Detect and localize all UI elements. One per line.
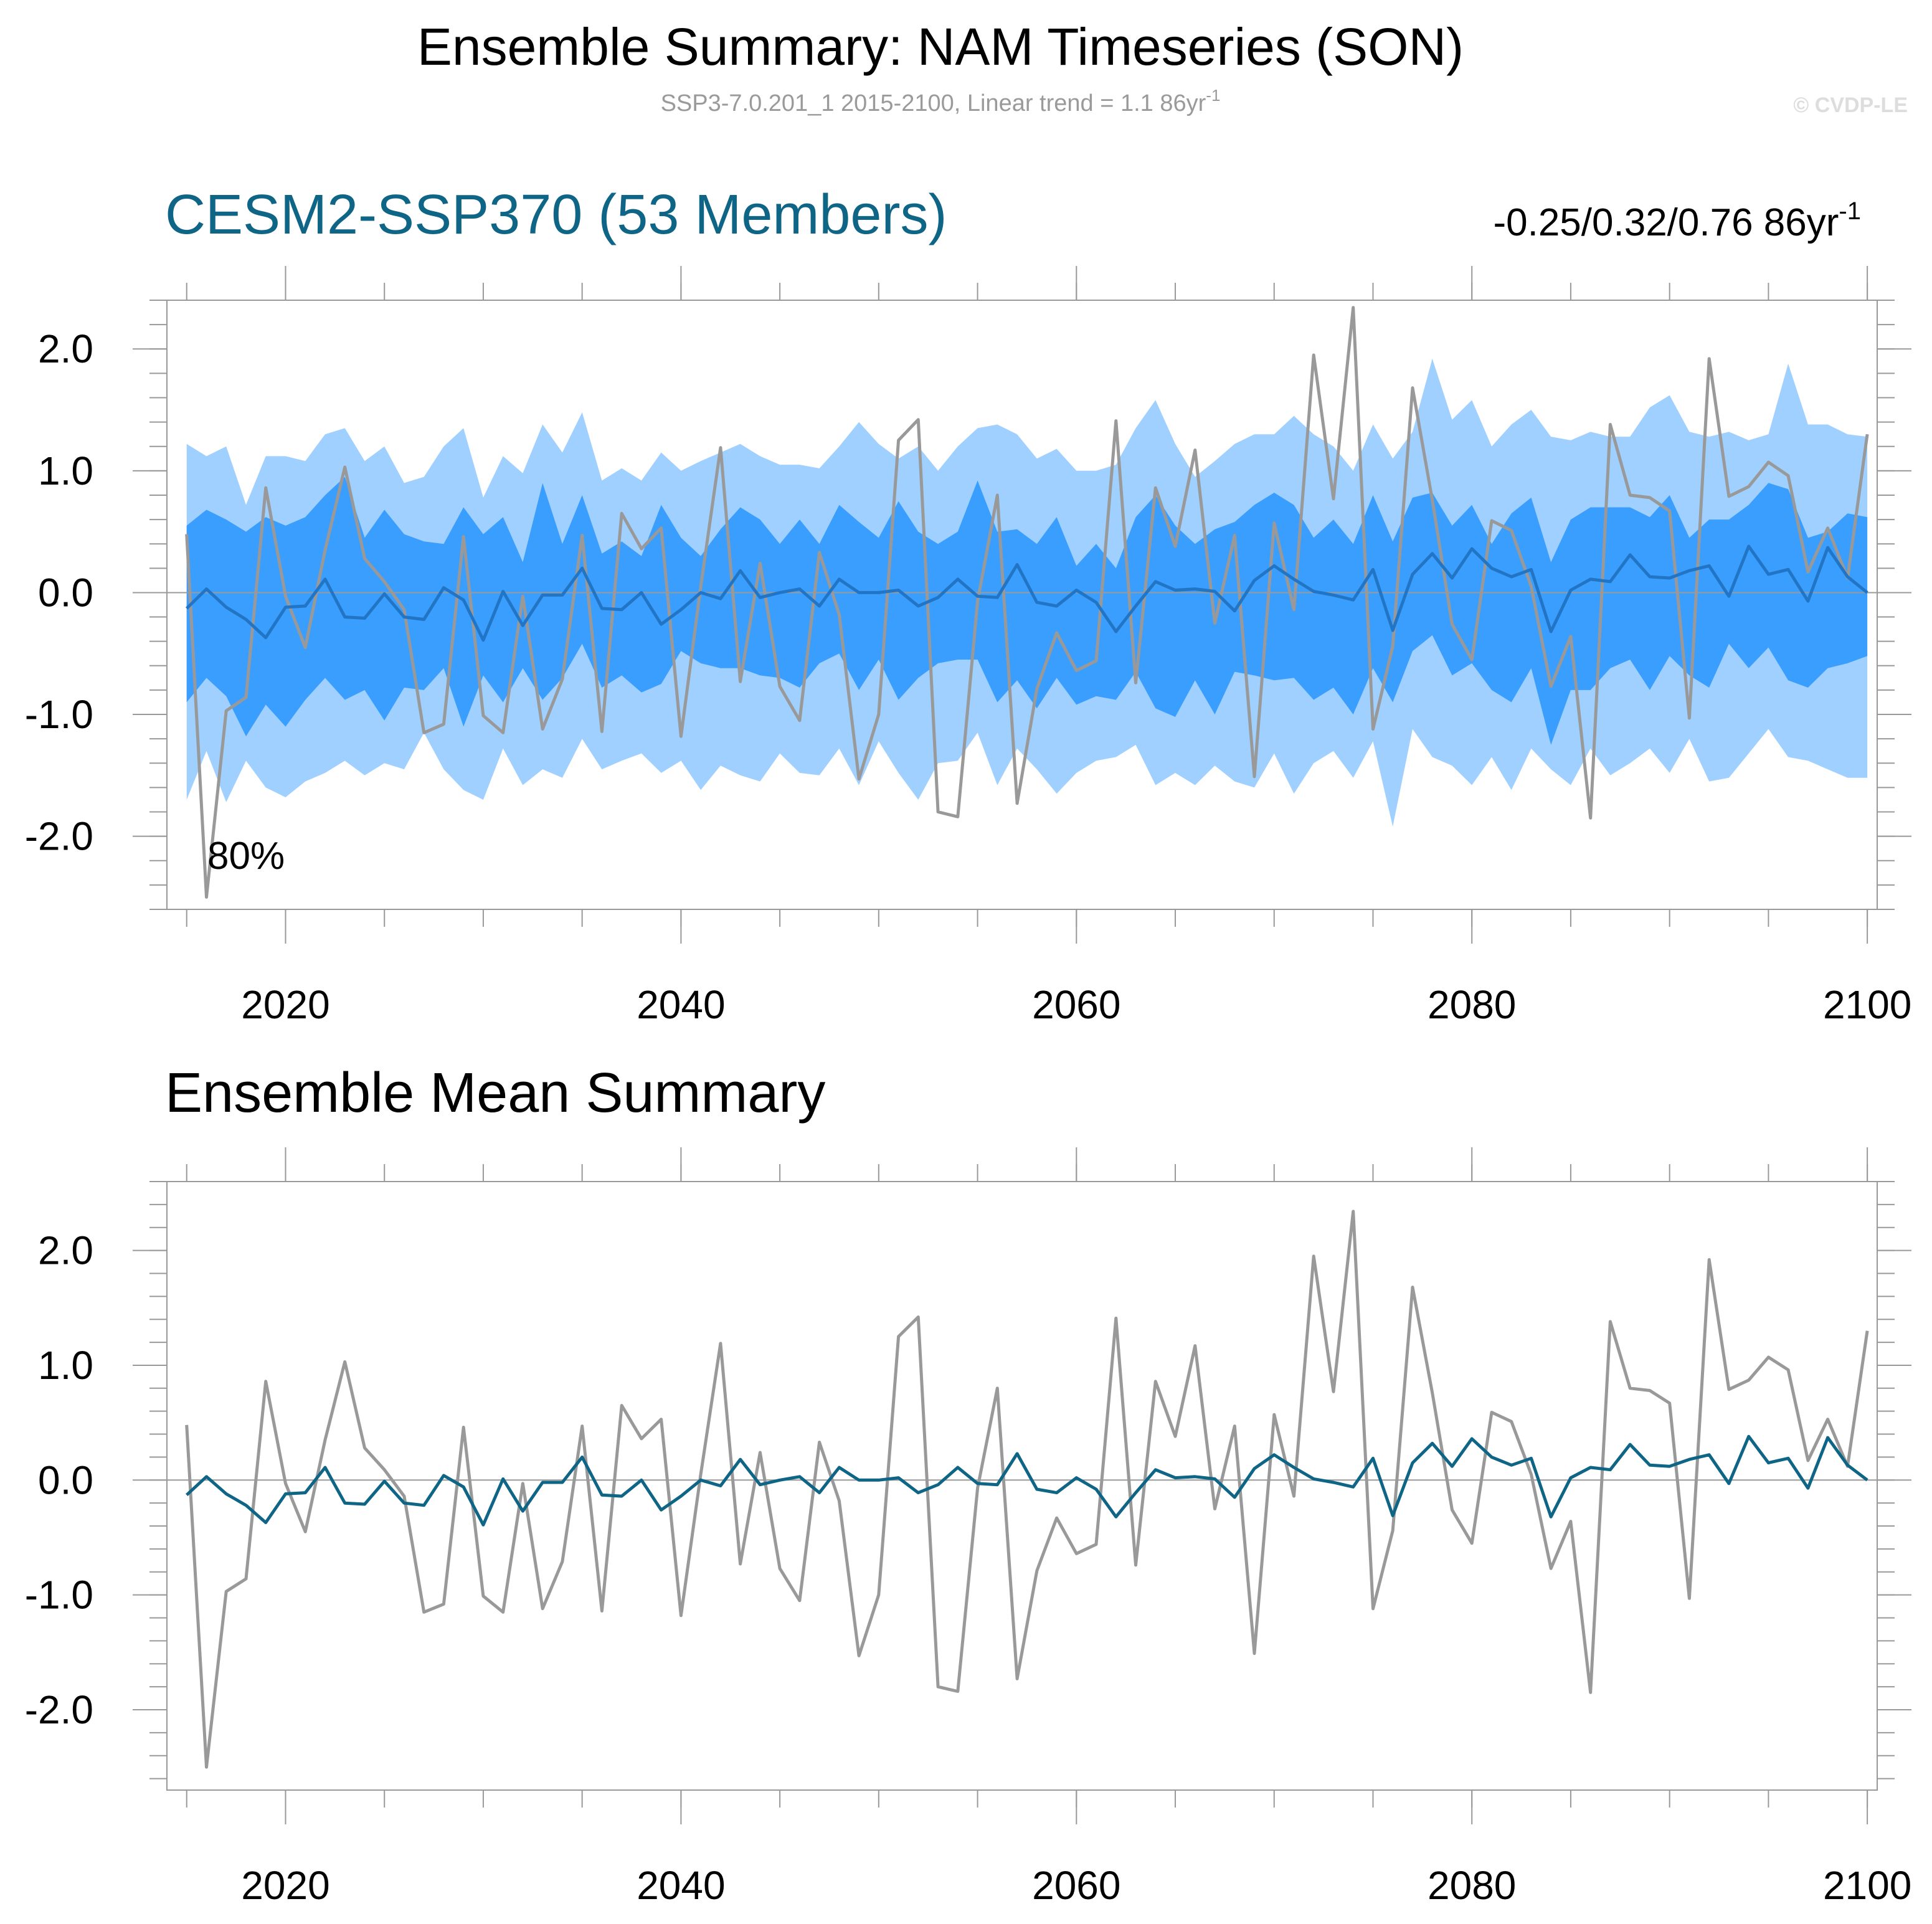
panel2-y-tick-label: -2.0 xyxy=(25,1687,93,1732)
trend-range-exponent: -1 xyxy=(1839,197,1861,225)
panel1-y-tick-label: -1.0 xyxy=(25,692,93,737)
panel1-x-tick-label: 2040 xyxy=(637,982,725,1027)
panel1-plot: 2.0 1.0 0.0 -1.0 -2.0 2020 2040 2060 2080 2100 8… xyxy=(25,266,1911,1027)
panel1-x-tick-label: 2100 xyxy=(1823,982,1911,1027)
panel2-frame xyxy=(166,1181,1878,1791)
panel2-y-tick-label: -1.0 xyxy=(25,1573,93,1618)
figure-title: Ensemble Summary: NAM Timeseries (SON) xyxy=(417,17,1464,76)
panel2-ensemble-mean-line xyxy=(186,1434,1868,1527)
panel1-title: CESM2-SSP370 (53 Members) xyxy=(165,184,947,246)
panel2-title: Ensemble Mean Summary xyxy=(165,1062,825,1124)
panel1-x-tick-label: 2020 xyxy=(241,982,329,1027)
panel2-plot-border xyxy=(166,1181,1878,1791)
panel2-y-ticks: 2.0 1.0 0.0 -1.0 -2.0 xyxy=(25,1181,1911,1779)
panel2-x-tick-label: 2100 xyxy=(1823,1863,1911,1908)
panel1-plot-border xyxy=(166,300,1878,910)
trend-range-text: -0.25/0.32/0.76 86yr xyxy=(1493,201,1839,244)
panel1-y-tick-label: -2.0 xyxy=(25,814,93,859)
panel1-ensemble-mean-line xyxy=(185,544,1868,642)
panel2-x-ticks: 2020 2040 2060 2080 2100 xyxy=(186,1147,1911,1908)
panel1-observed-line xyxy=(185,306,1869,899)
panel1-x-tick-label: 2080 xyxy=(1428,982,1516,1027)
panel1-trend-range: -0.25/0.32/0.76 86yr-1 xyxy=(1493,197,1861,244)
panel2-x-tick-label: 2020 xyxy=(241,1863,329,1908)
panel2-y-tick-label: 0.0 xyxy=(38,1457,93,1502)
panel1-y-ticks: 2.0 1.0 0.0 -1.0 -2.0 xyxy=(25,300,1911,910)
subtitle-exponent: -1 xyxy=(1206,86,1220,105)
figure-subtitle: SSP3-7.0.201_1 2015-2100, Linear trend =… xyxy=(661,86,1221,116)
panel2-plot: 2.0 1.0 0.0 -1.0 -2.0 2020 2040 2060 2080 2100 xyxy=(25,1147,1911,1908)
panel1-y-tick-label: 1.0 xyxy=(38,448,93,493)
panel2-observed-line xyxy=(185,1210,1869,1769)
panel1-y-tick-label: 0.0 xyxy=(38,570,93,615)
panel1-y-tick-label: 2.0 xyxy=(38,326,93,371)
panel2-x-tick-label: 2080 xyxy=(1428,1863,1516,1908)
panel2-y-tick-label: 1.0 xyxy=(38,1343,93,1388)
panel2-x-tick-label: 2040 xyxy=(637,1863,725,1908)
panel2-lines xyxy=(185,1210,1869,1769)
panel2-x-tick-label: 2060 xyxy=(1032,1863,1120,1908)
subtitle-text: SSP3-7.0.201_1 2015-2100, Linear trend =… xyxy=(661,90,1206,116)
copyright-notice: © CVDP-LE xyxy=(1793,93,1908,117)
panel2-y-tick-label: 2.0 xyxy=(38,1228,93,1273)
panel1-x-tick-label: 2060 xyxy=(1032,982,1120,1027)
panel1-x-ticks: 2020 2040 2060 2080 2100 xyxy=(186,266,1911,1027)
panel1-lines xyxy=(185,306,1869,899)
band-percentile-label: 80% xyxy=(207,835,285,878)
panel1-frame xyxy=(166,300,1878,910)
